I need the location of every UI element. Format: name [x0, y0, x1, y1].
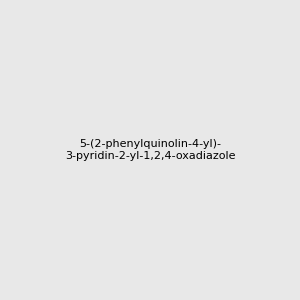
- Text: 5-(2-phenylquinolin-4-yl)-
3-pyridin-2-yl-1,2,4-oxadiazole: 5-(2-phenylquinolin-4-yl)- 3-pyridin-2-y…: [65, 139, 235, 161]
